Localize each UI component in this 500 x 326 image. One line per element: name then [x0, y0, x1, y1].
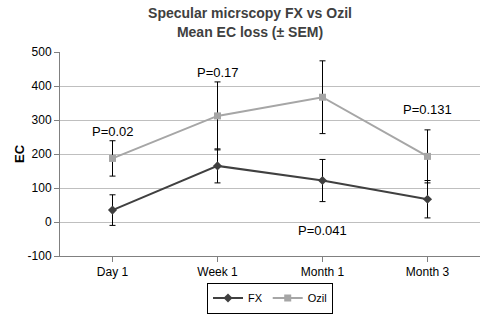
svg-text:400: 400 [32, 79, 52, 93]
svg-text:300: 300 [32, 113, 52, 127]
svg-text:Specular micrscopy FX vs OzilM: Specular micrscopy FX vs OzilMean EC los… [148, 5, 352, 39]
svg-text:FX: FX [248, 292, 263, 304]
svg-text:100: 100 [32, 181, 52, 195]
svg-text:0: 0 [45, 215, 52, 229]
svg-text:-100: -100 [28, 249, 52, 263]
svg-text:Day 1: Day 1 [97, 265, 129, 279]
svg-text:EC: EC [12, 144, 27, 163]
svg-text:200: 200 [32, 147, 52, 161]
svg-text:P=0.131: P=0.131 [403, 102, 452, 117]
svg-text:P=0.17: P=0.17 [197, 65, 239, 80]
svg-text:Month 1: Month 1 [301, 265, 345, 279]
svg-text:Month 3: Month 3 [406, 265, 450, 279]
svg-text:Ozil: Ozil [308, 292, 327, 304]
svg-text:P=0.041: P=0.041 [298, 223, 347, 238]
svg-text:P=0.02: P=0.02 [92, 124, 134, 139]
svg-text:Week 1: Week 1 [197, 265, 238, 279]
svg-text:500: 500 [32, 45, 52, 59]
